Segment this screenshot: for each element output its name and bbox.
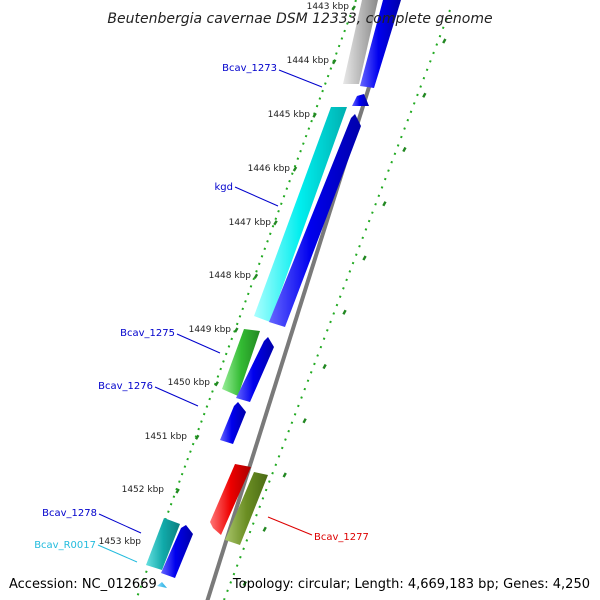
kbp-label: 1449 kbp (189, 325, 232, 335)
gene-track-forward (157, 0, 401, 588)
cds-bar-bcav-1275[interactable] (222, 329, 260, 396)
feature-labels: Bcav_1273 kgd Bcav_1275 Bcav_1276 Bcav_1… (34, 63, 369, 551)
gene-arrow-kgd[interactable] (269, 114, 361, 327)
outer-axis-major-ticks (155, 5, 356, 548)
feature-label-bcav-1277[interactable]: Bcav_1277 (314, 532, 369, 543)
callout-line-bcav-1278 (98, 513, 142, 534)
callout-line-bcav-1275 (176, 333, 221, 354)
gene-arrow-bcav-1275[interactable] (236, 337, 274, 402)
kbp-label: 1447 kbp (229, 218, 272, 228)
feature-callouts (97, 69, 323, 563)
callout-line-bcav-1276 (154, 386, 199, 407)
cds-bar-bcav-1277[interactable] (225, 472, 268, 545)
cds-bar-kgd[interactable] (254, 107, 347, 322)
kbp-label: 1451 kbp (145, 432, 188, 442)
accession-text: Accession: NC_012669 (9, 577, 157, 592)
topology-text: Topology: circular; Length: 4,669,183 bp… (232, 577, 590, 592)
gene-arrow-bcav-1276[interactable] (220, 402, 246, 444)
feature-label-bcav-1273[interactable]: Bcav_1273 (222, 63, 277, 74)
gene-arrow-bcav-1277[interactable] (210, 464, 251, 535)
kbp-label: 1450 kbp (168, 378, 211, 388)
gene-arrow-bcav-1272[interactable] (360, 0, 401, 88)
backbone-ring (205, 0, 399, 600)
callout-line-bcav-r0017 (97, 544, 138, 563)
gene-arrow-bcav-1273[interactable] (352, 94, 369, 106)
map-title: Beutenbergia cavernae DSM 12333, complet… (107, 11, 492, 27)
inner-axis-major-ticks (242, 38, 447, 587)
gene-arrow-bcav-r0017[interactable] (157, 582, 167, 588)
kbp-label: 1448 kbp (209, 271, 252, 281)
inner-tick-axis (223, 9, 451, 600)
callout-line-bcav-1273 (278, 69, 323, 88)
kbp-label: 1443 kbp (307, 2, 350, 12)
callout-line-kgd (234, 186, 279, 207)
feature-label-bcav-r0017[interactable]: Bcav_R0017 (34, 540, 96, 551)
reverse-strand-track (210, 464, 268, 545)
feature-label-bcav-1276[interactable]: Bcav_1276 (98, 381, 153, 392)
callout-line-bcav-1277 (267, 516, 313, 536)
kbp-label: 1444 kbp (287, 56, 330, 66)
kbp-label: 1453 kbp (99, 537, 142, 547)
cds-bar-bcav-1278[interactable] (146, 518, 180, 570)
gene-arrow-bcav-1278[interactable] (161, 525, 193, 578)
cds-track-forward (146, 0, 378, 570)
feature-label-bcav-1278[interactable]: Bcav_1278 (42, 508, 97, 519)
feature-label-kgd[interactable]: kgd (215, 182, 234, 193)
kbp-label: 1452 kbp (122, 485, 165, 495)
cds-bar-bcav-1272[interactable] (343, 0, 378, 84)
kbp-tick-labels: 1443 kbp 1444 kbp 1445 kbp 1446 kbp 1447… (99, 2, 350, 547)
feature-label-bcav-1275[interactable]: Bcav_1275 (120, 328, 175, 339)
kbp-label: 1445 kbp (268, 110, 311, 120)
kbp-label: 1446 kbp (248, 164, 291, 174)
